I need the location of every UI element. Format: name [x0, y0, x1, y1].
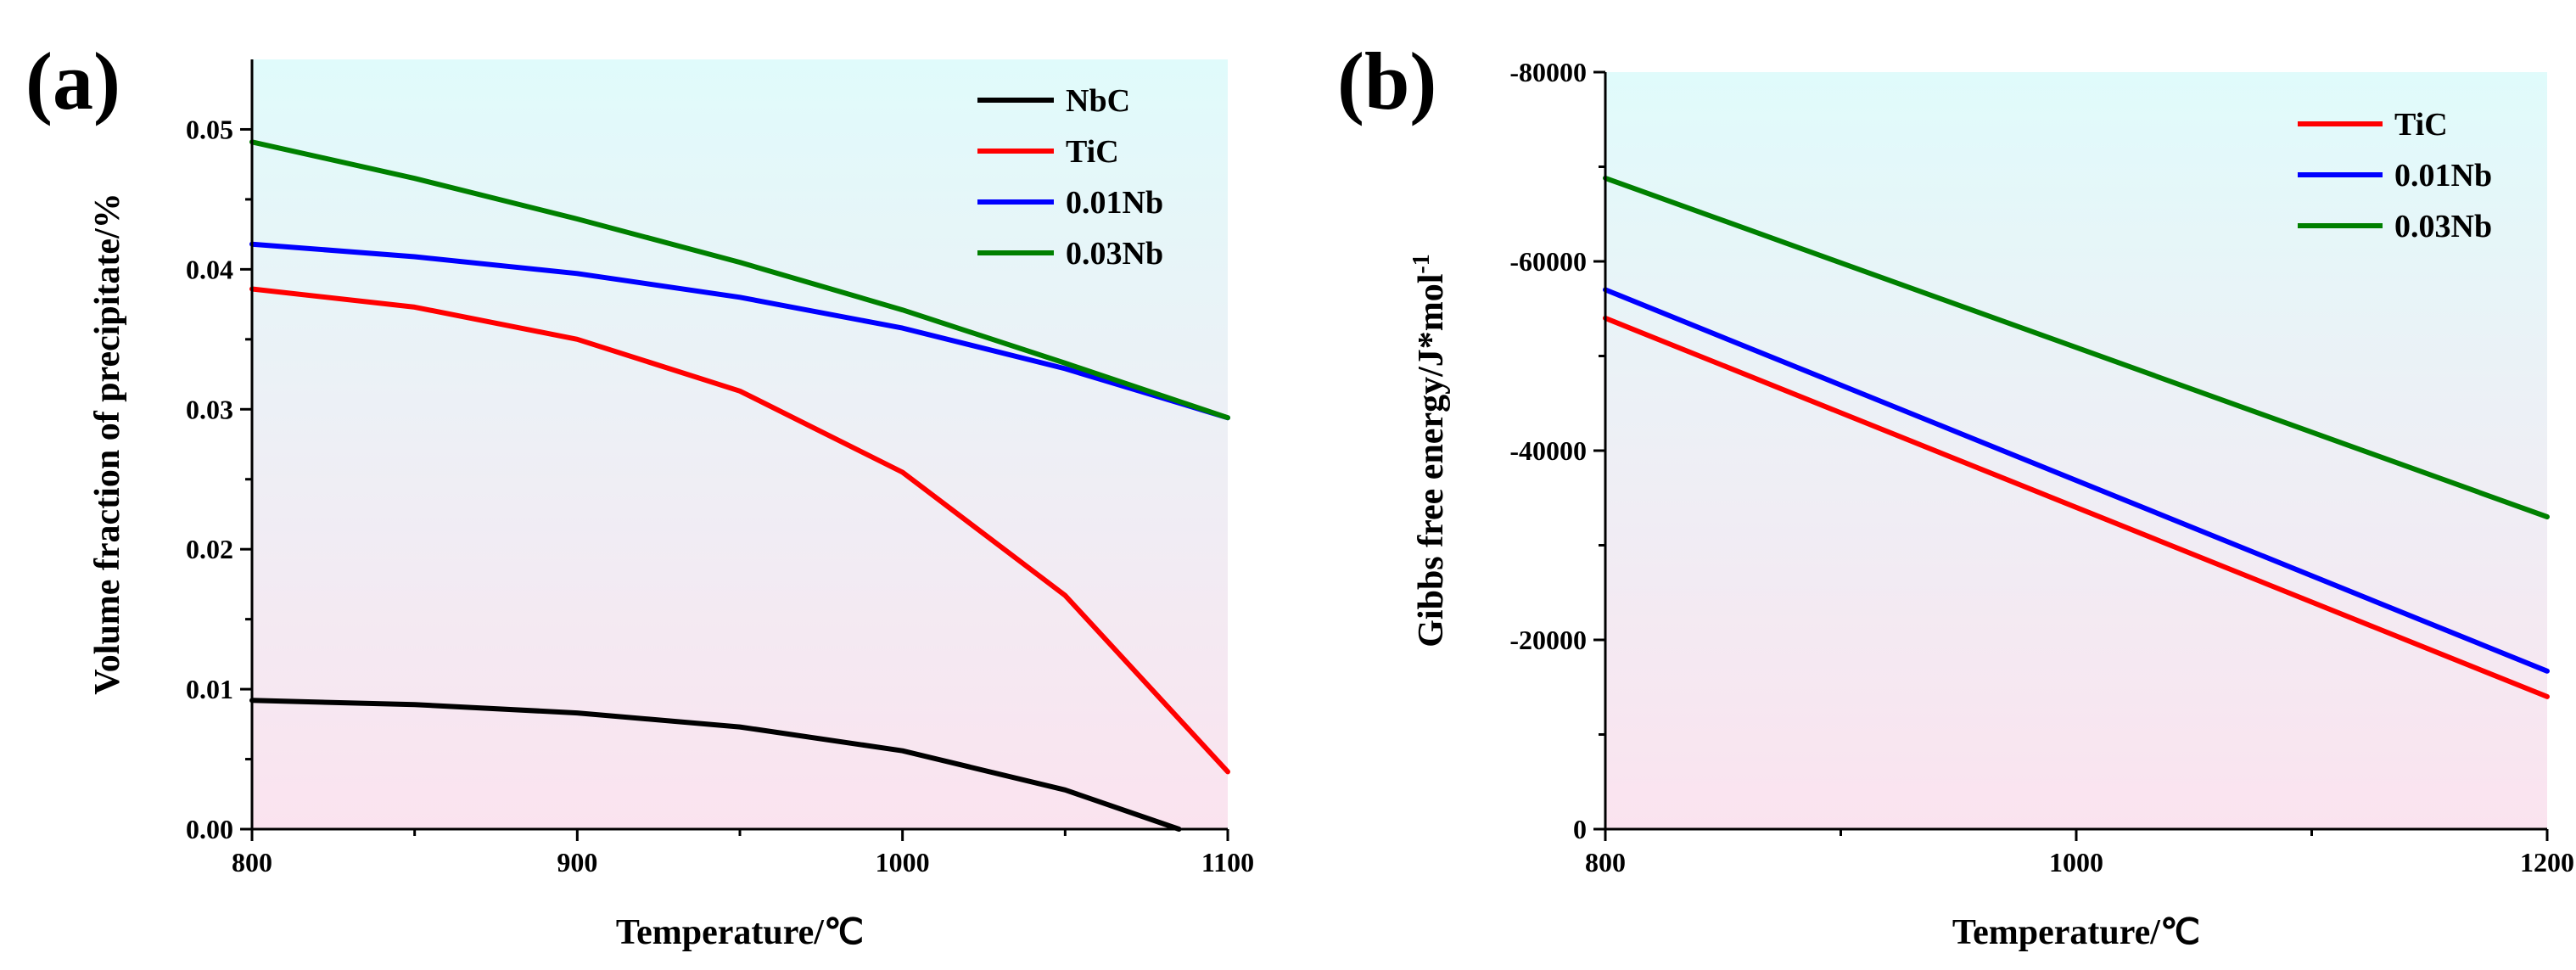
y-tick-label-a: 0.03: [186, 394, 233, 424]
y-tick-label-b: -80000: [1509, 57, 1587, 87]
axes-b: 800 1000 1200 0 -20000 -40000 -60000 -80000: [1509, 57, 2574, 877]
legend-label-b-001nb: 0.01Nb: [2394, 158, 2492, 193]
y-tick-label-a: 0.04: [186, 254, 233, 284]
legend-label-a-tic: TiC: [1066, 134, 1119, 170]
y-tick-label-b: -60000: [1509, 246, 1587, 277]
legend-label-a-001nb: 0.01Nb: [1066, 185, 1163, 221]
y-tick-label-a: 0.02: [186, 534, 233, 564]
series-line-a-nbc: [249, 698, 1182, 832]
axes-a: 800 900 1000 1100 0.00 0.01 0.02 0.03 0.04 0.05: [186, 59, 1254, 877]
x-axis-title-a: Temperature/℃: [616, 913, 864, 952]
y-axis-title-b-superscript: -1: [1408, 254, 1435, 273]
legend-label-a-nbc: NbC: [1066, 83, 1130, 119]
y-tick-label-a: 0.00: [186, 814, 233, 844]
series-line-a-001nb: [249, 241, 1230, 421]
series-group-a: [249, 139, 1230, 832]
y-tick-label-a: 0.05: [186, 114, 233, 144]
plot-background-b: [1605, 72, 2547, 829]
x-tick-label-a: 1100: [1201, 847, 1254, 877]
y-tick-label-b: -20000: [1509, 625, 1587, 655]
legend-label-a-003nb: 0.03Nb: [1066, 236, 1163, 272]
x-tick-label-a: 1000: [876, 847, 930, 877]
chart-panel-a: (a) 800 900 1000 1100 0.00 0.01 0.02 0.03 0.04 0.…: [25, 36, 1254, 952]
x-tick-label-b: 1200: [2520, 847, 2574, 877]
y-tick-label-b: 0: [1573, 814, 1587, 844]
legend-label-b-tic: TiC: [2394, 107, 2448, 143]
y-axis-title-b: Gibbs free energy/J*mol-1: [1408, 254, 1451, 648]
chart-panel-b: (b) 800 1000 1200 0 -20000 -40000 -60000 -80000…: [1337, 36, 2574, 952]
series-group-b: [1603, 175, 2550, 699]
legend-a: NbC TiC 0.01Nb 0.03Nb: [977, 83, 1163, 272]
x-tick-label-b: 800: [1585, 847, 1626, 877]
legend-label-b-003nb: 0.03Nb: [2394, 209, 2492, 244]
x-axis-title-b: Temperature/℃: [1952, 913, 2200, 952]
y-axis-title-a: Volume fraction of precipitate/%: [88, 193, 127, 694]
series-line-b-001nb: [1603, 287, 2550, 674]
panel-label-b: (b): [1337, 36, 1436, 126]
x-tick-label-b: 1000: [2049, 847, 2103, 877]
series-line-a-003nb: [249, 139, 1230, 421]
y-axis-title-b-text: Gibbs free energy/J*mol: [1412, 274, 1451, 648]
y-tick-label-b: -40000: [1509, 435, 1587, 466]
series-line-b-tic: [1603, 315, 2550, 699]
x-tick-label-a: 900: [557, 847, 597, 877]
legend-b: TiC 0.01Nb 0.03Nb: [2298, 107, 2492, 244]
panel-label-a: (a): [25, 36, 120, 126]
series-line-b-003nb: [1603, 175, 2550, 519]
x-tick-label-a: 800: [232, 847, 272, 877]
plot-background-a: [252, 59, 1228, 829]
y-tick-label-a: 0.01: [186, 674, 233, 704]
series-line-a-tic: [249, 286, 1230, 775]
